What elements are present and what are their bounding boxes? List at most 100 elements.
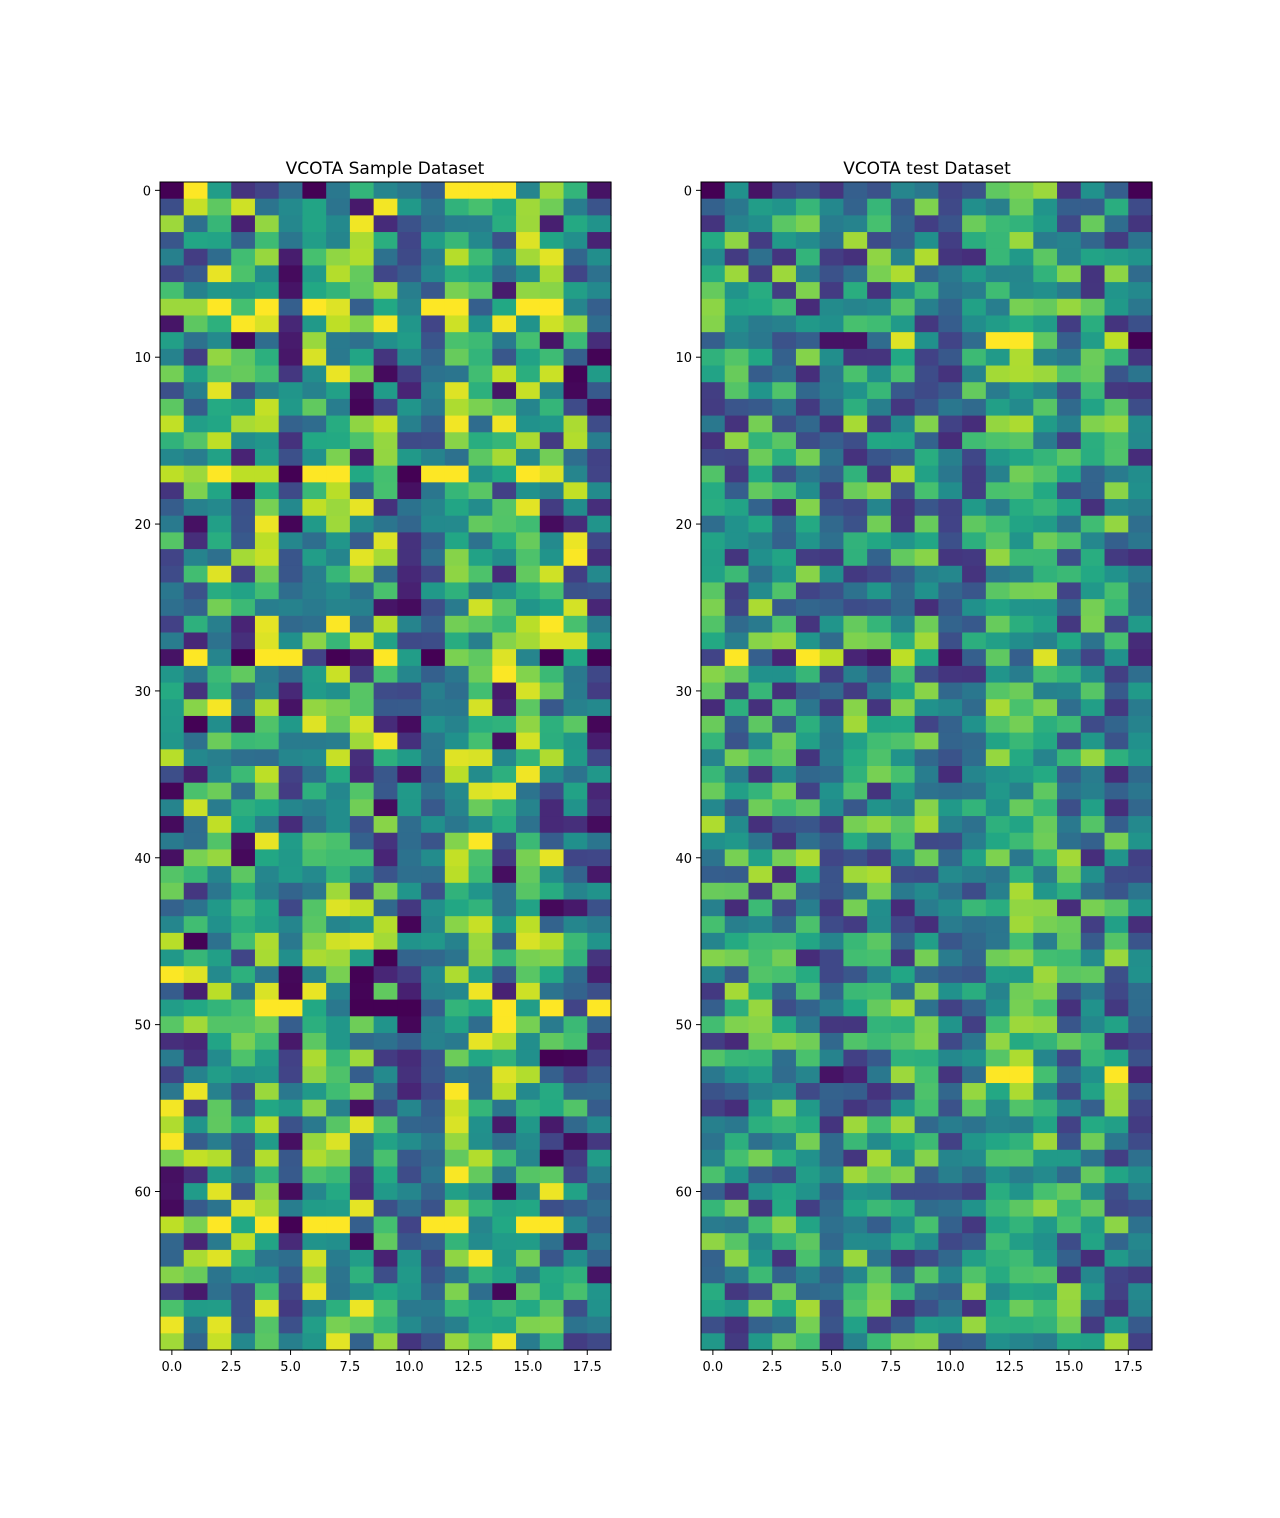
heatmap-cell (468, 315, 493, 333)
heatmap-cell (207, 766, 232, 784)
heatmap-cell (397, 1116, 422, 1134)
heatmap-cell (231, 1083, 256, 1101)
heatmap-cell (207, 532, 232, 550)
heatmap-cell (587, 182, 612, 200)
heatmap-cell (468, 899, 493, 917)
heatmap-cell (701, 649, 726, 667)
heatmap-cell (397, 749, 422, 767)
heatmap-cell (302, 866, 327, 884)
heatmap-cell (1104, 1199, 1129, 1218)
heatmap-cell (914, 1249, 939, 1268)
heatmap-cell (748, 615, 773, 634)
heatmap-cell (492, 1333, 517, 1351)
heatmap-cell (373, 916, 398, 934)
heatmap-cell (516, 1016, 541, 1034)
heatmap-cell (985, 432, 1011, 450)
heatmap-cell (587, 582, 612, 600)
heatmap-cell (795, 1183, 821, 1201)
heatmap-cell (160, 866, 185, 884)
heatmap-cell (1104, 782, 1129, 800)
heatmap-cell (326, 465, 351, 483)
heatmap-cell (278, 966, 304, 984)
heatmap-cell (326, 448, 351, 467)
heatmap-cell (985, 816, 1011, 834)
heatmap-cell (890, 932, 916, 951)
heatmap-cell (421, 448, 446, 467)
heatmap-cell (349, 398, 375, 417)
heatmap-cell (539, 832, 565, 851)
heatmap-cell (207, 315, 232, 333)
heatmap-cell (444, 1199, 470, 1218)
heatmap-cell (563, 966, 588, 984)
heatmap-cell (1009, 482, 1034, 500)
heatmap-cell (914, 665, 939, 684)
heatmap-cell (373, 248, 398, 267)
heatmap-cell (772, 465, 797, 483)
heatmap-cell (468, 916, 493, 934)
heatmap-cell (724, 1032, 750, 1051)
heatmap-cell (349, 298, 375, 317)
heatmap-cell (985, 732, 1011, 750)
heatmap-cell (938, 916, 963, 934)
heatmap-cell (701, 348, 726, 367)
heatmap-cell (421, 499, 446, 517)
heatmap-cell (492, 532, 517, 550)
heatmap-cell (254, 816, 280, 834)
heatmap-cell (819, 816, 845, 834)
heatmap-cell (867, 882, 892, 901)
heatmap-cell (1033, 749, 1058, 767)
heatmap-cell (701, 882, 726, 901)
heatmap-cell (587, 298, 612, 317)
heatmap-cell (563, 398, 588, 417)
heatmap-cell (183, 782, 209, 800)
heatmap-cell (492, 1083, 517, 1101)
heatmap-cell (516, 332, 541, 350)
heatmap-cell (587, 1099, 612, 1117)
heatmap-cell (231, 565, 256, 584)
heatmap-cell (254, 198, 280, 216)
heatmap-cell (587, 1083, 612, 1101)
heatmap-cell (1009, 1183, 1034, 1201)
heatmap-cell (516, 532, 541, 550)
heatmap-cell (938, 482, 963, 500)
heatmap-cell (867, 298, 892, 317)
heatmap-cell (938, 766, 963, 784)
heatmap-cell (302, 432, 327, 450)
heatmap-cell (160, 1266, 185, 1284)
heatmap-cell (748, 382, 773, 400)
heatmap-cell (938, 999, 963, 1017)
heatmap-cell (278, 732, 304, 750)
heatmap-cell (843, 1183, 868, 1201)
heatmap-cell (890, 348, 916, 367)
heatmap-cell (421, 365, 446, 383)
heatmap-cell (160, 348, 185, 367)
heatmap-cell (160, 1166, 185, 1184)
heatmap-cell (183, 1183, 209, 1201)
heatmap-cell (748, 932, 773, 951)
heatmap-cell (278, 615, 304, 634)
heatmap-cell (867, 899, 892, 917)
heatmap-cell (587, 1183, 612, 1201)
heatmap-cell (843, 665, 868, 684)
heatmap-cell (962, 1249, 987, 1268)
heatmap-cell (890, 1149, 916, 1168)
heatmap-cell (563, 565, 588, 584)
heatmap-cell (397, 282, 422, 300)
heatmap-cell (1104, 1266, 1129, 1284)
heatmap-cell (326, 215, 351, 233)
heatmap-cell (748, 699, 773, 717)
heatmap-cell (1033, 832, 1058, 851)
heatmap-cell (397, 899, 422, 917)
heatmap-cell (207, 448, 232, 467)
heatmap-cell (349, 999, 375, 1017)
heatmap-cell (326, 1199, 351, 1218)
heatmap-cell (231, 1316, 256, 1334)
heatmap-cell (468, 515, 493, 533)
heatmap-cell (772, 282, 797, 300)
heatmap-cell (1009, 232, 1034, 250)
heatmap-cell (278, 482, 304, 500)
heatmap-cell (373, 699, 398, 717)
heatmap-cell (160, 1316, 185, 1334)
heatmap-cell (748, 866, 773, 884)
heatmap-cell (985, 899, 1011, 917)
